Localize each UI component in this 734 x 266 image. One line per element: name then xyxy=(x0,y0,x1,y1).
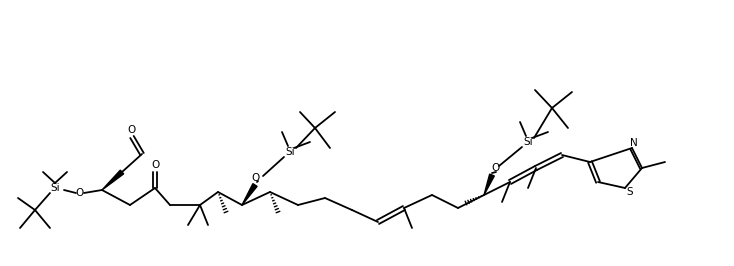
Text: Si: Si xyxy=(286,147,295,157)
Text: Si: Si xyxy=(50,183,59,193)
Polygon shape xyxy=(102,170,123,190)
Text: O: O xyxy=(492,163,500,173)
Text: Si: Si xyxy=(523,137,533,147)
Text: O: O xyxy=(151,160,159,170)
Text: N: N xyxy=(630,138,638,148)
Text: O: O xyxy=(76,188,84,198)
Text: O: O xyxy=(128,125,136,135)
Text: S: S xyxy=(627,187,633,197)
Polygon shape xyxy=(242,184,257,205)
Polygon shape xyxy=(484,174,494,195)
Text: O: O xyxy=(251,173,259,183)
